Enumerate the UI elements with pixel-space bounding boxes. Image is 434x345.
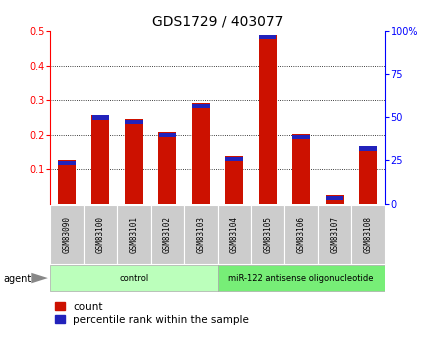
Bar — [358, 146, 376, 150]
Text: GSM83100: GSM83100 — [95, 216, 105, 253]
Bar — [158, 132, 176, 204]
Bar — [125, 120, 142, 124]
Bar — [124, 119, 143, 204]
Bar — [150, 205, 184, 264]
Bar — [50, 266, 217, 291]
Bar — [292, 135, 309, 139]
Text: GSM83107: GSM83107 — [329, 216, 339, 253]
Bar — [191, 104, 209, 108]
Bar — [91, 115, 109, 204]
Bar — [58, 161, 76, 165]
Text: GSM83106: GSM83106 — [296, 216, 305, 253]
Bar — [258, 34, 276, 204]
Legend: count, percentile rank within the sample: count, percentile rank within the sample — [55, 302, 248, 325]
Bar — [184, 205, 217, 264]
Bar — [250, 205, 284, 264]
Bar — [57, 160, 76, 204]
Bar — [225, 157, 243, 161]
Text: GSM83101: GSM83101 — [129, 216, 138, 253]
Text: control: control — [119, 274, 148, 283]
Bar — [317, 205, 351, 264]
Bar — [358, 146, 377, 204]
Bar — [117, 205, 150, 264]
Bar — [291, 134, 310, 204]
Text: GSM83090: GSM83090 — [62, 216, 71, 253]
Bar — [217, 205, 250, 264]
Text: GSM83103: GSM83103 — [196, 216, 205, 253]
Bar — [258, 35, 276, 39]
Bar — [284, 205, 317, 264]
Bar — [50, 205, 83, 264]
Bar — [325, 196, 343, 200]
Bar — [325, 195, 343, 204]
Polygon shape — [31, 273, 48, 283]
Bar — [191, 103, 210, 204]
Title: GDS1729 / 403077: GDS1729 / 403077 — [151, 14, 283, 29]
Text: agent: agent — [3, 274, 32, 284]
Bar — [217, 266, 384, 291]
Bar — [351, 205, 384, 264]
Text: GSM83102: GSM83102 — [162, 216, 171, 253]
Text: miR-122 antisense oligonucleotide: miR-122 antisense oligonucleotide — [228, 274, 373, 283]
Bar — [91, 115, 109, 119]
Bar — [224, 156, 243, 204]
Text: GSM83108: GSM83108 — [363, 216, 372, 253]
Text: GSM83104: GSM83104 — [229, 216, 238, 253]
Bar — [83, 205, 117, 264]
Bar — [158, 133, 176, 137]
Text: GSM83105: GSM83105 — [263, 216, 272, 253]
